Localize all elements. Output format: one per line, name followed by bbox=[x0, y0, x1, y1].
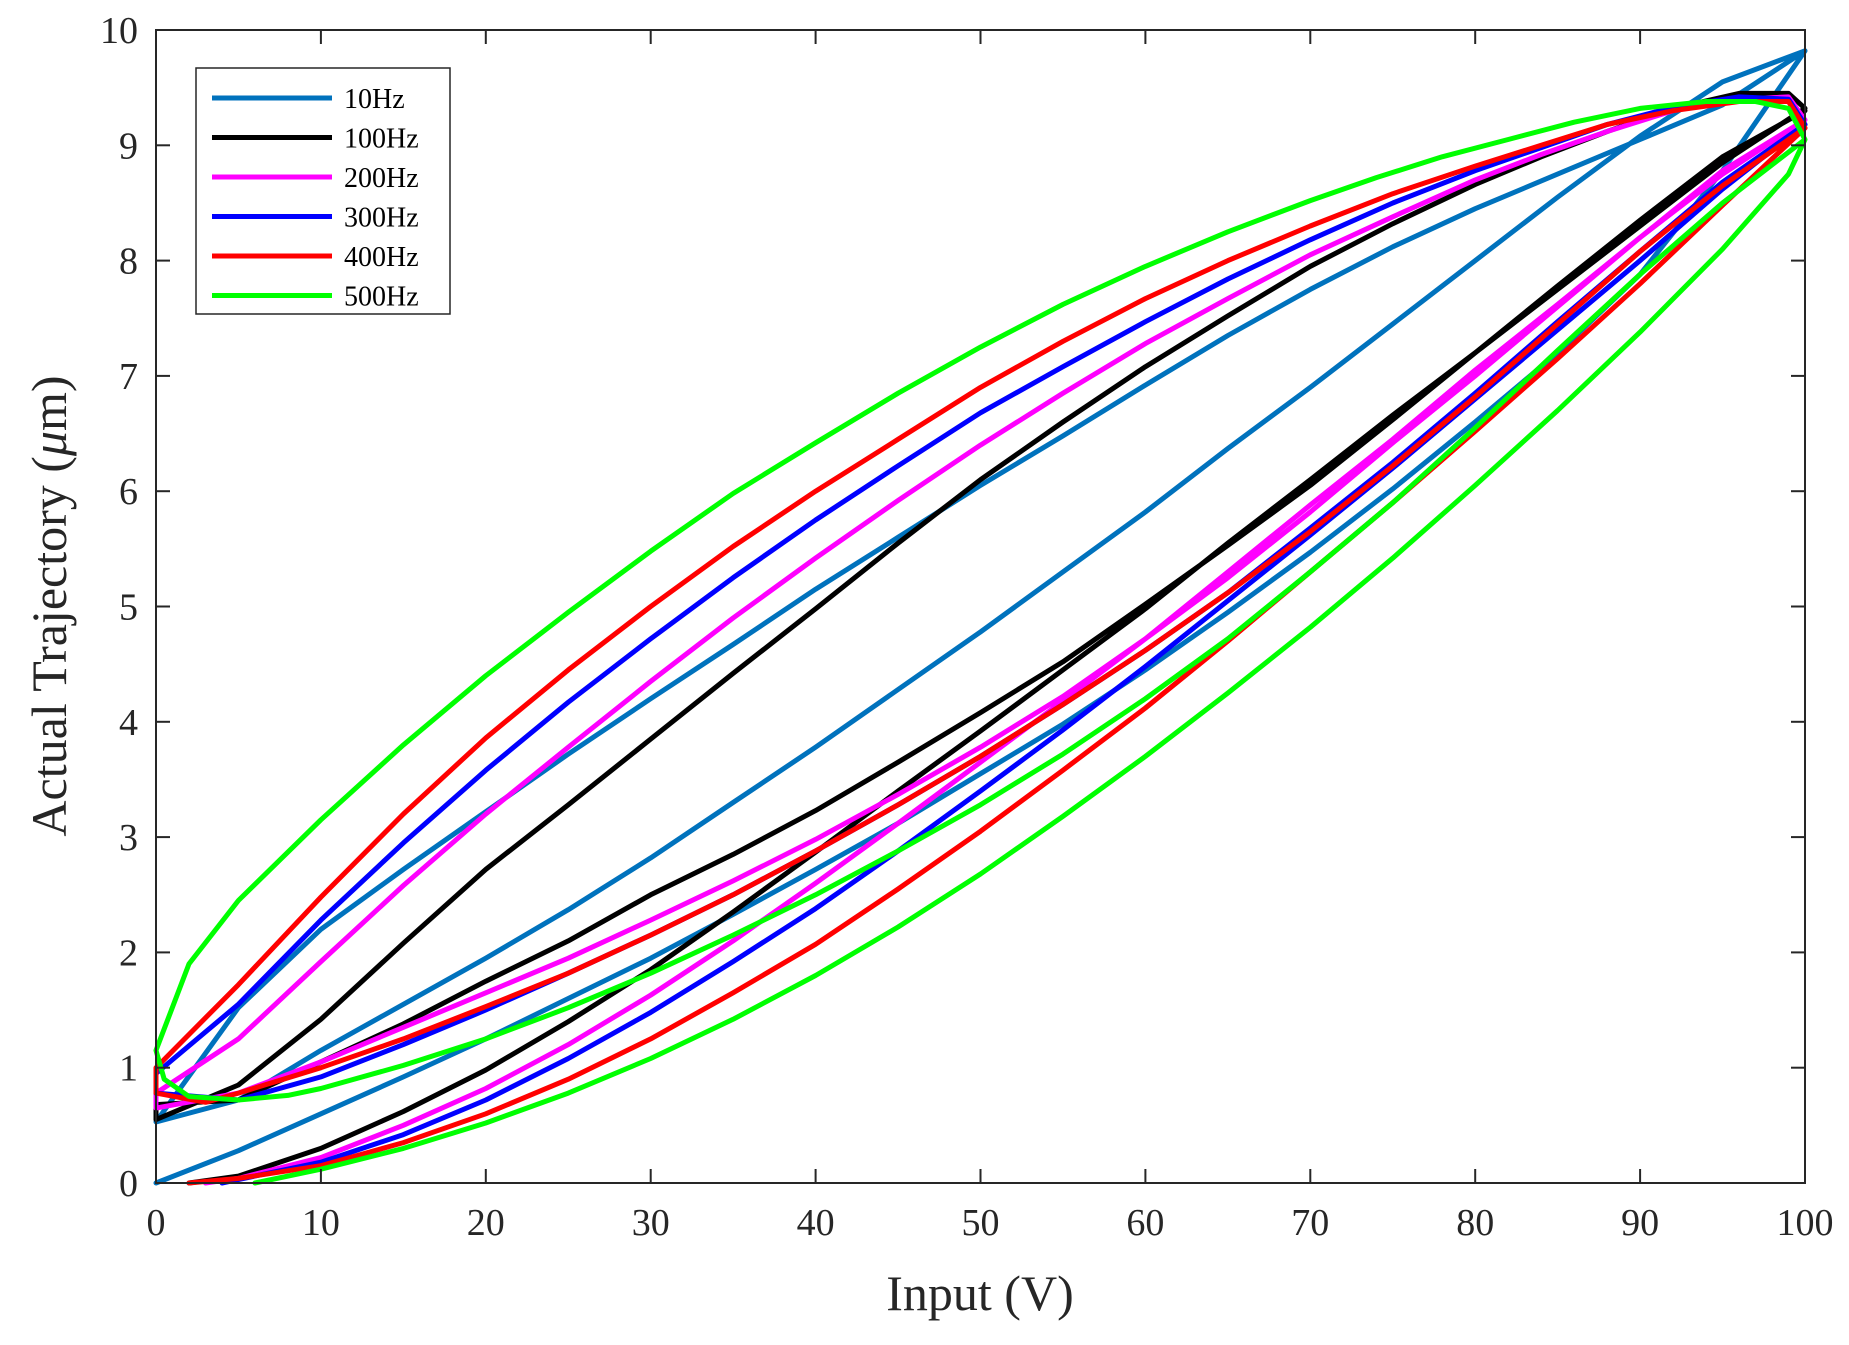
legend-box bbox=[195, 67, 451, 315]
x-tick-label: 40 bbox=[797, 1202, 835, 1244]
y-tick-labels: 0 1 2 3 4 5 6 7 8 9 10 bbox=[100, 10, 138, 1205]
x-tick-label: 50 bbox=[962, 1202, 1000, 1244]
legend-label: 200Hz bbox=[344, 163, 419, 194]
legend-entry-300Hz: 300Hz bbox=[212, 203, 419, 234]
x-tick-label: 20 bbox=[467, 1202, 505, 1244]
axis-ticks bbox=[155, 29, 1806, 1184]
legend-label: 10Hz bbox=[344, 84, 405, 115]
legend-label: 400Hz bbox=[344, 242, 419, 273]
legend: 10Hz 100Hz 200Hz 300Hz 400Hz 500Hz bbox=[195, 67, 451, 315]
y-tick-label: 3 bbox=[119, 817, 138, 859]
series-line-10Hz bbox=[153, 48, 1808, 1186]
legend-entry-100Hz: 100Hz bbox=[212, 124, 419, 155]
series-line-400Hz bbox=[153, 99, 1808, 1186]
x-tick-label: 0 bbox=[147, 1202, 166, 1244]
legend-entry-500Hz: 500Hz bbox=[212, 282, 419, 313]
x-tick-label: 70 bbox=[1291, 1202, 1329, 1244]
x-tick-label: 30 bbox=[632, 1202, 670, 1244]
x-axis-title: Input (V) bbox=[886, 1265, 1073, 1321]
series-line-500Hz bbox=[153, 99, 1808, 1186]
legend-label: 300Hz bbox=[344, 203, 419, 234]
y-tick-label: 1 bbox=[119, 1048, 138, 1090]
x-tick-label: 80 bbox=[1456, 1202, 1494, 1244]
x-tick-label: 10 bbox=[302, 1202, 340, 1244]
y-axis-title-unit: m) bbox=[21, 375, 77, 431]
y-tick-label: 7 bbox=[119, 356, 138, 398]
legend-label: 500Hz bbox=[344, 282, 419, 313]
x-tick-labels: 0 10 20 30 40 50 60 70 80 90 100 bbox=[147, 1202, 1834, 1244]
y-axis-title-mu: μ bbox=[21, 431, 77, 457]
y-tick-label: 8 bbox=[119, 241, 138, 283]
y-tick-label: 0 bbox=[119, 1163, 138, 1205]
y-tick-label: 9 bbox=[119, 125, 138, 167]
legend-entry-400Hz: 400Hz bbox=[212, 242, 419, 273]
y-axis-title: Actual Trajectory (μm) bbox=[21, 375, 77, 836]
y-tick-label: 4 bbox=[119, 702, 138, 744]
y-tick-label: 6 bbox=[119, 471, 138, 513]
x-tick-label: 100 bbox=[1777, 1202, 1834, 1244]
y-tick-label: 2 bbox=[119, 932, 138, 974]
y-tick-label: 10 bbox=[100, 10, 138, 52]
series-lines bbox=[153, 48, 1808, 1186]
legend-label: 100Hz bbox=[344, 124, 419, 155]
legend-entry-200Hz: 200Hz bbox=[212, 163, 419, 194]
legend-entry-10Hz: 10Hz bbox=[212, 84, 405, 115]
y-tick-label: 5 bbox=[119, 587, 138, 629]
x-tick-label: 60 bbox=[1126, 1202, 1164, 1244]
x-tick-label: 90 bbox=[1621, 1202, 1659, 1244]
series-line-100Hz bbox=[153, 90, 1808, 1186]
y-axis-title-main: Actual Trajectory ( bbox=[21, 456, 77, 836]
